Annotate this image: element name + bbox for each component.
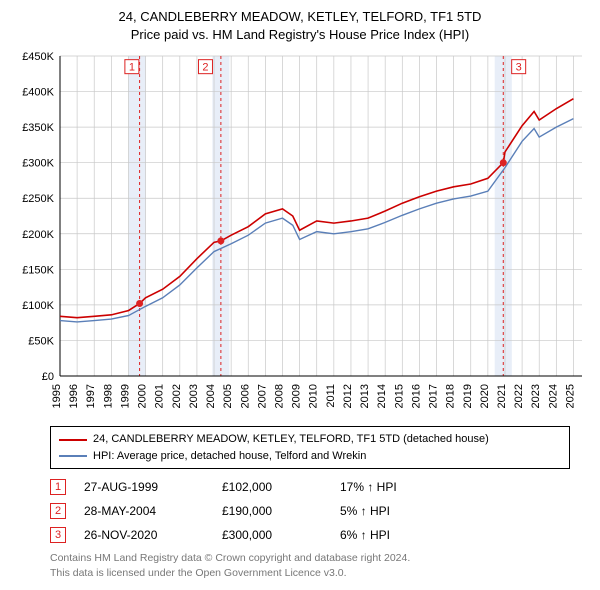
- y-tick-label: £300K: [22, 158, 54, 170]
- sale-date: 27-AUG-1999: [84, 480, 204, 494]
- legend-row: 24, CANDLEBERRY MEADOW, KETLEY, TELFORD,…: [59, 431, 561, 448]
- legend-swatch: [59, 439, 87, 441]
- x-tick-label: 2011: [325, 384, 337, 408]
- y-tick-label: £350K: [22, 122, 54, 134]
- legend-row: HPI: Average price, detached house, Telf…: [59, 448, 561, 465]
- sale-dot: [136, 300, 143, 307]
- y-tick-label: £150K: [22, 265, 54, 277]
- x-tick-label: 2002: [171, 384, 183, 408]
- x-tick-label: 2019: [462, 384, 474, 408]
- legend-label: HPI: Average price, detached house, Telf…: [93, 448, 366, 465]
- x-tick-label: 2007: [256, 384, 268, 408]
- x-tick-label: 2021: [496, 384, 508, 408]
- footer-line-1: Contains HM Land Registry data © Crown c…: [50, 551, 590, 566]
- x-tick-label: 2012: [342, 384, 354, 408]
- x-tick-label: 1999: [119, 384, 131, 408]
- sale-dot: [217, 238, 224, 245]
- sale-marker: 3: [50, 527, 66, 543]
- sale-row: 2 28-MAY-2004 £190,000 5% ↑ HPI: [50, 503, 590, 519]
- x-tick-label: 2010: [308, 384, 320, 408]
- y-tick-label: £250K: [22, 194, 54, 206]
- x-tick-label: 2018: [445, 384, 457, 408]
- sale-box-number: 2: [202, 62, 208, 74]
- x-tick-label: 2005: [222, 384, 234, 408]
- sale-price: £190,000: [222, 504, 322, 518]
- sale-dot: [500, 160, 507, 167]
- x-tick-label: 2013: [359, 384, 371, 408]
- sale-hpi: 6% ↑ HPI: [340, 528, 440, 542]
- footer-attribution: Contains HM Land Registry data © Crown c…: [50, 551, 590, 580]
- price-chart: £0 £50K £100K £150K £200K £250K £300K £350K £400…: [10, 50, 590, 420]
- x-tick-label: 2003: [188, 384, 200, 408]
- legend-swatch: [59, 455, 87, 457]
- x-tick-label: 2024: [547, 384, 559, 408]
- x-tick-label: 2022: [513, 384, 525, 408]
- sale-marker: 1: [50, 479, 66, 495]
- sale-date: 28-MAY-2004: [84, 504, 204, 518]
- x-tick-label: 2023: [530, 384, 542, 408]
- sales-table: 1 27-AUG-1999 £102,000 17% ↑ HPI 2 28-MAY-200…: [50, 479, 590, 543]
- sale-box-number: 3: [516, 62, 522, 74]
- x-tick-label: 1998: [102, 384, 114, 408]
- x-tick-label: 2001: [154, 384, 166, 408]
- x-tick-label: 2020: [479, 384, 491, 408]
- x-tick-label: 1995: [51, 384, 63, 408]
- legend: 24, CANDLEBERRY MEADOW, KETLEY, TELFORD,…: [50, 426, 570, 469]
- x-tick-label: 2009: [291, 384, 303, 408]
- sale-price: £300,000: [222, 528, 322, 542]
- x-tick-label: 2008: [273, 384, 285, 408]
- legend-label: 24, CANDLEBERRY MEADOW, KETLEY, TELFORD,…: [93, 431, 489, 448]
- x-tick-label: 1996: [68, 384, 80, 408]
- y-tick-label: £200K: [22, 229, 54, 241]
- x-tick-label: 1997: [85, 384, 97, 408]
- x-tick-label: 2006: [239, 384, 251, 408]
- sale-price: £102,000: [222, 480, 322, 494]
- x-tick-label: 2016: [410, 384, 422, 408]
- x-tick-label: 2025: [564, 384, 576, 408]
- transaction-band: [128, 56, 145, 376]
- sale-hpi: 5% ↑ HPI: [340, 504, 440, 518]
- sale-box-number: 1: [129, 62, 135, 74]
- sale-date: 26-NOV-2020: [84, 528, 204, 542]
- y-tick-label: £100K: [22, 300, 54, 312]
- x-tick-label: 2004: [205, 384, 217, 408]
- title-line-1: 24, CANDLEBERRY MEADOW, KETLEY, TELFORD,…: [10, 8, 590, 26]
- sale-row: 1 27-AUG-1999 £102,000 17% ↑ HPI: [50, 479, 590, 495]
- sale-hpi: 17% ↑ HPI: [340, 480, 440, 494]
- footer-line-2: This data is licensed under the Open Gov…: [50, 566, 590, 581]
- x-tick-label: 2017: [428, 384, 440, 408]
- chart-title-block: 24, CANDLEBERRY MEADOW, KETLEY, TELFORD,…: [10, 8, 590, 44]
- y-tick-label: £50K: [28, 336, 54, 348]
- sale-marker: 2: [50, 503, 66, 519]
- sale-row: 3 26-NOV-2020 £300,000 6% ↑ HPI: [50, 527, 590, 543]
- y-tick-label: £0: [42, 371, 54, 383]
- y-tick-label: £400K: [22, 87, 54, 99]
- x-tick-label: 2014: [376, 384, 388, 408]
- x-tick-label: 2000: [137, 384, 149, 408]
- x-tick-label: 2015: [393, 384, 405, 408]
- y-tick-label: £450K: [22, 51, 54, 63]
- title-line-2: Price paid vs. HM Land Registry's House …: [10, 26, 590, 44]
